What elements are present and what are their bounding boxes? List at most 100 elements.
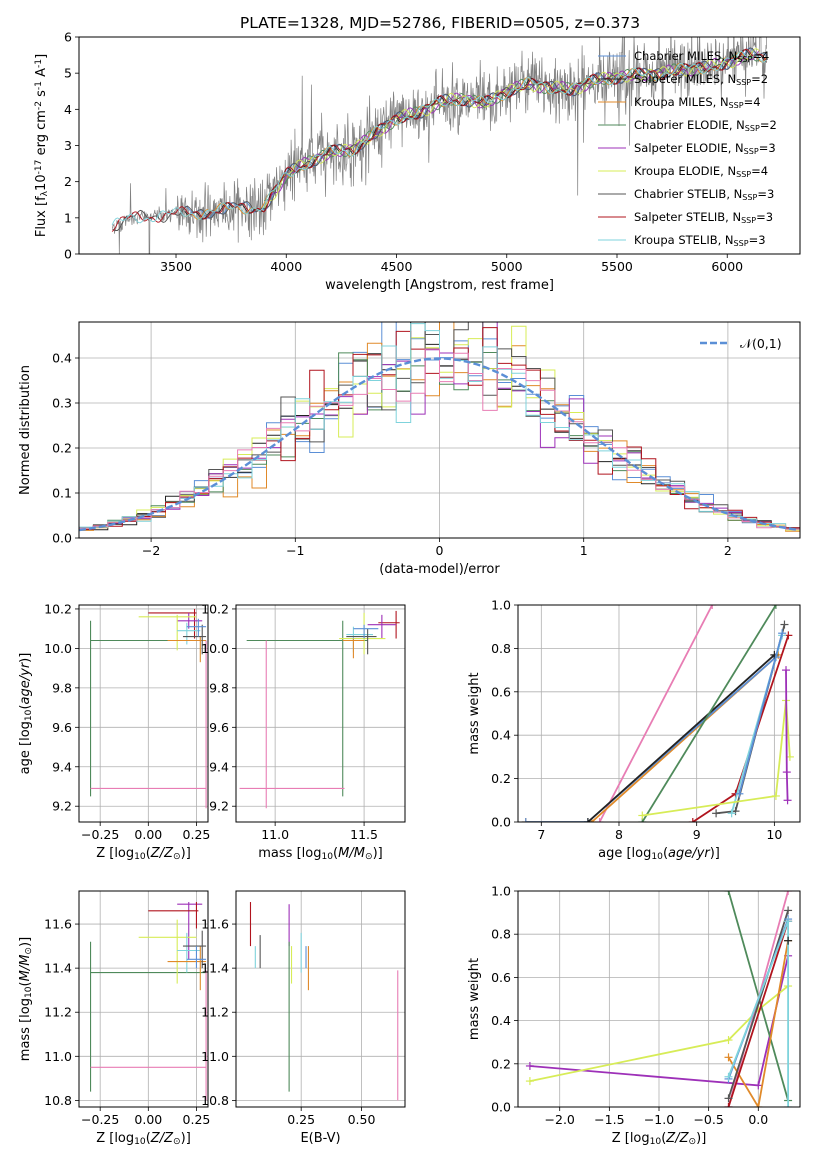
series-marker-salpeter_miles xyxy=(583,818,592,822)
errorbar-point-salpeter_elodie xyxy=(177,902,203,960)
x-tick-label: 11.0 xyxy=(261,827,289,842)
mass_vs_Z-axes: −0.25 0.00 0.25 10.8 11.0 11.2 11.4 11.6 Z [log1… xyxy=(18,890,210,1147)
x-tick-label: −1 xyxy=(286,543,304,558)
errorbar-point-kroupa_miles xyxy=(167,946,207,991)
y-tick-label: 10.2 xyxy=(44,601,72,616)
y-tick-label: 0.4 xyxy=(491,1013,511,1028)
figure-title: PLATE=1328, MJD=52786, FIBERID=0505, z=0… xyxy=(240,14,640,32)
x-tick-label: 5500 xyxy=(601,259,633,274)
series-line-pink xyxy=(598,605,713,822)
errorbar-point-chabrier_stelib xyxy=(182,624,207,655)
series-line-kroupa_elodie xyxy=(529,985,789,1082)
x-tick-label: 4000 xyxy=(270,259,302,274)
residual-legend: 𝒩(0,1) xyxy=(700,336,782,351)
y-tick-label: 0.6 xyxy=(491,684,511,699)
y-tick-label: 0.4 xyxy=(491,728,511,743)
series-marker-salpeter_stelib xyxy=(724,1103,733,1107)
histogram-pink xyxy=(79,348,800,530)
legend-label: Chabrier MILES, NSSP=4 xyxy=(634,49,769,64)
series-marker-kroupa_elodie xyxy=(638,811,647,820)
y-tick-label: 11.6 xyxy=(44,917,72,932)
age_vs_mass-axes: 11.0 11.5 9.2 9.4 9.6 9.8 10.0 10.2 mass [log10(… xyxy=(201,601,406,862)
x-tick-label: 4500 xyxy=(381,259,413,274)
series-marker-pink xyxy=(595,818,604,822)
x-tick-label: 0.00 xyxy=(134,827,162,842)
y-axis-label: mass weight xyxy=(467,672,482,754)
y-tick-label: 9.6 xyxy=(52,720,72,735)
x-axis-label: E(B-V) xyxy=(300,1131,340,1146)
y-tick-label: 0.1 xyxy=(52,486,72,501)
series-marker-salpeter_elodie xyxy=(782,666,791,675)
y-tick-label: 9.2 xyxy=(52,799,72,814)
y-tick-label: 11.0 xyxy=(44,1049,72,1064)
y-axis-label: Normed distribution xyxy=(18,365,33,495)
spectrum-axes: 3500 4000 4500 5000 5500 6000 0 1 2 3 4 5 6 wavelengt… xyxy=(34,30,801,293)
series-marker-salpeter_elodie xyxy=(782,768,791,777)
x-tick-label: 0.00 xyxy=(134,1112,162,1127)
model-line-kroupa_stelib xyxy=(111,51,767,226)
errorbar-point-kroupa_miles xyxy=(342,638,365,659)
y-tick-label: 10.8 xyxy=(44,1093,72,1108)
series-line-chabrier_miles xyxy=(525,656,777,822)
series-marker-kroupa_elodie xyxy=(525,1077,534,1086)
y-tick-label: 11.6 xyxy=(201,917,229,932)
x-axis-label: Z [log10(Z/Z⊙)] xyxy=(96,1131,191,1147)
legend-label: Chabrier STELIB, NSSP=3 xyxy=(634,187,774,202)
series-marker-salpeter_stelib xyxy=(688,818,697,822)
y-tick-label: 0.2 xyxy=(52,441,72,456)
y-tick-label: 0.2 xyxy=(491,1056,511,1071)
x-tick-label: 6000 xyxy=(711,259,743,274)
series-marker-chabrier_stelib xyxy=(784,906,793,915)
axes-frame xyxy=(235,890,406,1108)
series-marker-kroupa_stelib xyxy=(784,917,793,926)
x-axis-label: Z [log10(Z/Z⊙)] xyxy=(96,846,191,862)
y-tick-label: 1.0 xyxy=(491,884,511,899)
y-tick-label: 11.4 xyxy=(201,961,229,976)
x-axis-label: Z [log10(Z/Z⊙)] xyxy=(612,1131,707,1147)
y-tick-label: 9.2 xyxy=(209,799,229,814)
x-tick-label: 2 xyxy=(724,543,732,558)
y-tick-label: 10.2 xyxy=(201,601,229,616)
x-tick-label: 8 xyxy=(615,827,623,842)
series-marker-kroupa_stelib xyxy=(727,809,736,818)
series-marker-kroupa_miles xyxy=(754,1103,763,1107)
series-marker-kroupa_stelib xyxy=(724,1072,733,1081)
series-line-salpeter_elodie xyxy=(785,670,789,801)
y-tick-label: 0.2 xyxy=(491,771,511,786)
series-marker-chabrier_miles xyxy=(521,818,530,822)
series-line-salpeter_stelib xyxy=(727,920,789,1107)
y-tick-label: 9.8 xyxy=(52,680,72,695)
axes-frame xyxy=(517,604,801,823)
y-tick-label: 0.0 xyxy=(491,1100,511,1115)
x-tick-label: 0.0 xyxy=(748,1112,768,1127)
y-tick-label: 10.8 xyxy=(201,1093,229,1108)
series-marker-chabrier_stelib xyxy=(724,1094,733,1103)
legend-label: Kroupa ELODIE, NSSP=4 xyxy=(634,164,768,179)
residuals-axes: −2 −1 0 1 2 0.0 0.1 0.2 0.3 0.4 (data-model)/error… xyxy=(18,321,801,577)
errorbar-point-chabrier_elodie xyxy=(246,620,368,797)
y-tick-label: 0.8 xyxy=(491,927,511,942)
y-tick-label: 0.4 xyxy=(52,351,72,366)
y-axis-label: Flux [fλ10-17 erg cm-2 s-1 A-1] xyxy=(34,54,50,237)
y-tick-label: 11.0 xyxy=(201,1049,229,1064)
x-tick-label: 7 xyxy=(537,827,545,842)
axes-frame xyxy=(78,890,209,1108)
massweight_vs_Z-axes: −2.0 −1.5 −1.0 −0.5 0.0 0.0 0.2 0.4 0.6 0.8 1.0 Z [… xyxy=(467,884,801,1147)
errorbar-point-chabrier_miles xyxy=(186,618,207,637)
model-line-salpeter_elodie xyxy=(263,49,761,208)
legend-label: 𝒩(0,1) xyxy=(740,336,782,351)
y-tick-label: 1 xyxy=(64,210,72,225)
series-marker-kroupa_elodie xyxy=(771,791,780,800)
x-tick-label: −0.5 xyxy=(693,1112,723,1127)
y-tick-label: 3 xyxy=(64,138,72,153)
y-tick-label: 4 xyxy=(64,102,72,117)
series-marker-chabrier_elodie xyxy=(724,891,733,895)
x-axis-label: age [log10(age/yr)] xyxy=(598,846,720,862)
model-line-kroupa_elodie xyxy=(263,48,761,209)
series-line-kroupa_miles xyxy=(525,654,779,822)
x-tick-label: 0 xyxy=(436,543,444,558)
y-tick-label: 9.8 xyxy=(209,680,229,695)
y-tick-label: 0.0 xyxy=(491,815,511,830)
x-tick-label: 3500 xyxy=(160,259,192,274)
legend-label: Salpeter ELODIE, NSSP=3 xyxy=(634,141,776,156)
